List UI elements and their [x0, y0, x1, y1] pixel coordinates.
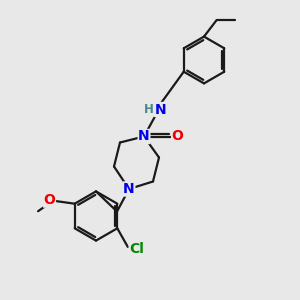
Text: N: N	[138, 130, 150, 143]
Text: N: N	[155, 103, 166, 116]
Text: H: H	[144, 103, 154, 116]
Text: O: O	[44, 193, 56, 207]
Text: Cl: Cl	[129, 242, 144, 256]
Text: N: N	[123, 182, 135, 196]
Text: O: O	[172, 130, 184, 143]
